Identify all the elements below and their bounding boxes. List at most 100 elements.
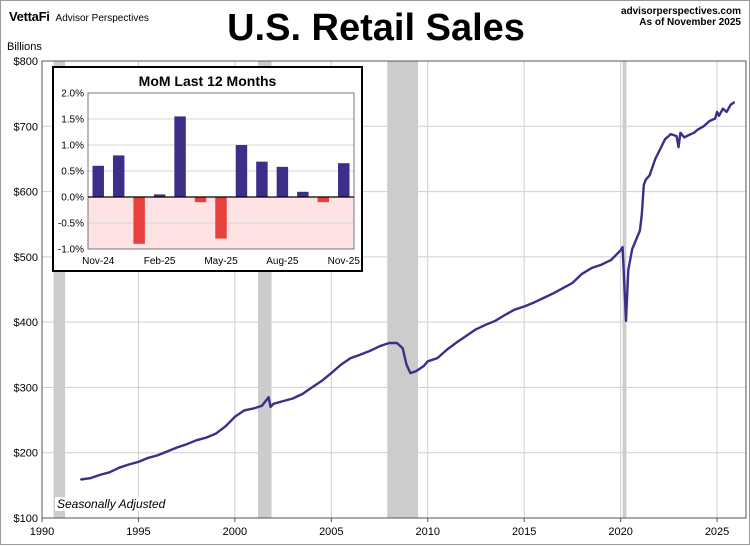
data-point-66	[639, 230, 641, 232]
data-point-32	[369, 350, 371, 352]
inset-x-tick-label-4: Nov-25	[328, 256, 361, 267]
y-tick-label-1: $200	[14, 448, 38, 460]
site-info: advisorperspectives.com As of November 2…	[621, 6, 741, 28]
data-point-2	[99, 474, 101, 476]
data-point-60	[610, 259, 612, 261]
brand: VettaFi Advisor Perspectives	[9, 9, 149, 24]
data-point-7	[147, 457, 149, 459]
x-tick-label-5: 2015	[512, 526, 536, 538]
inset-bar-Feb-25	[153, 194, 166, 197]
data-point-50	[513, 309, 516, 311]
inset-bar-Jan-25	[133, 197, 145, 244]
data-point-56	[571, 282, 574, 284]
data-point-42	[436, 357, 438, 359]
data-point-77	[679, 132, 682, 134]
inset-bar-Mar-25	[174, 116, 186, 197]
recession-band-2	[387, 61, 419, 518]
data-point-18	[253, 407, 255, 409]
data-point-12	[195, 439, 197, 441]
x-tick-label-4: 2010	[416, 526, 440, 538]
x-tick-label-7: 2025	[705, 526, 729, 538]
data-point-22	[272, 403, 275, 405]
inset-bar-Nov-25	[338, 163, 350, 197]
x-tick-label-1: 1995	[126, 526, 150, 538]
data-point-11	[186, 443, 188, 445]
data-point-61	[620, 249, 622, 251]
data-point-10	[176, 446, 178, 449]
data-point-28	[330, 372, 332, 374]
data-point-45	[465, 335, 467, 337]
data-point-70	[649, 174, 651, 176]
data-point-81	[697, 129, 699, 131]
data-point-59	[600, 264, 602, 266]
data-point-9	[166, 450, 168, 452]
data-point-51	[523, 305, 525, 308]
inset-y-tick-label-4: 1.0%	[61, 141, 84, 152]
data-point-35	[396, 342, 398, 344]
data-point-41	[427, 360, 429, 362]
x-tick-label-2: 2000	[223, 526, 247, 538]
data-point-90	[733, 101, 736, 103]
data-point-48	[494, 320, 496, 322]
inset-y-tick-label-6: 2.0%	[61, 89, 84, 100]
data-point-1	[89, 477, 91, 479]
data-point-63	[625, 320, 627, 322]
inset-y-tick-label-5: 1.5%	[61, 115, 84, 126]
data-point-4	[118, 467, 120, 469]
y-tick-label-7: $800	[14, 56, 38, 68]
x-tick-label-0: 1990	[30, 526, 54, 538]
data-point-43	[446, 349, 448, 351]
plot-frame	[41, 60, 747, 519]
data-point-71	[654, 158, 656, 160]
data-point-15	[224, 426, 226, 428]
y-tick-label-6: $700	[14, 121, 38, 133]
data-point-20	[268, 396, 270, 398]
data-point-25	[301, 393, 303, 395]
data-point-67	[641, 213, 643, 215]
y-tick-label-4: $500	[14, 252, 38, 264]
as-of-date: As of November 2025	[639, 17, 741, 28]
inset-y-tick-label-2: 0.0%	[61, 193, 84, 204]
data-point-62	[622, 246, 624, 248]
data-point-68	[643, 184, 645, 186]
data-point-34	[388, 342, 390, 344]
data-point-88	[726, 111, 728, 113]
data-point-89	[730, 104, 732, 106]
data-point-39	[415, 370, 417, 372]
data-point-38	[409, 372, 411, 374]
data-point-78	[683, 136, 685, 138]
data-point-73	[664, 138, 666, 140]
data-point-53	[542, 297, 545, 299]
inset-bar-Sep-25	[297, 191, 309, 197]
data-point-27	[321, 380, 323, 382]
inset-x-tick-label-0: Nov-24	[82, 256, 115, 267]
recession-band-0	[53, 61, 66, 518]
inset-bar-Jul-25	[256, 161, 268, 197]
data-point-5	[128, 463, 130, 466]
data-point-17	[243, 409, 246, 411]
inset-bar-Aug-25	[276, 166, 289, 197]
y-axis-label: Billions	[7, 41, 42, 53]
vettafi-logo: VettaFi	[9, 9, 50, 24]
y-tick-label-3: $400	[14, 317, 38, 329]
data-point-30	[350, 357, 352, 359]
data-point-57	[581, 273, 583, 275]
data-point-84	[714, 117, 716, 120]
site-url: advisorperspectives.com	[620, 6, 741, 17]
y-tick-label-0: $100	[14, 513, 38, 525]
logo-subtitle: Advisor Perspectives	[55, 13, 149, 24]
data-point-19	[261, 405, 263, 407]
data-point-8	[157, 454, 159, 456]
seasonally-adjusted-note: Seasonally Adjusted	[55, 497, 168, 511]
data-point-58	[591, 267, 593, 269]
inset-y-tick-label-1: -0.5%	[58, 219, 84, 230]
inset-x-tick-label-2: May-25	[204, 256, 238, 267]
data-point-24	[292, 397, 294, 400]
data-point-74	[670, 133, 672, 135]
data-point-0	[80, 478, 82, 481]
x-tick-label-6: 2020	[608, 526, 632, 538]
data-point-82	[703, 125, 705, 127]
inset-y-tick-label-3: 0.5%	[61, 167, 84, 178]
